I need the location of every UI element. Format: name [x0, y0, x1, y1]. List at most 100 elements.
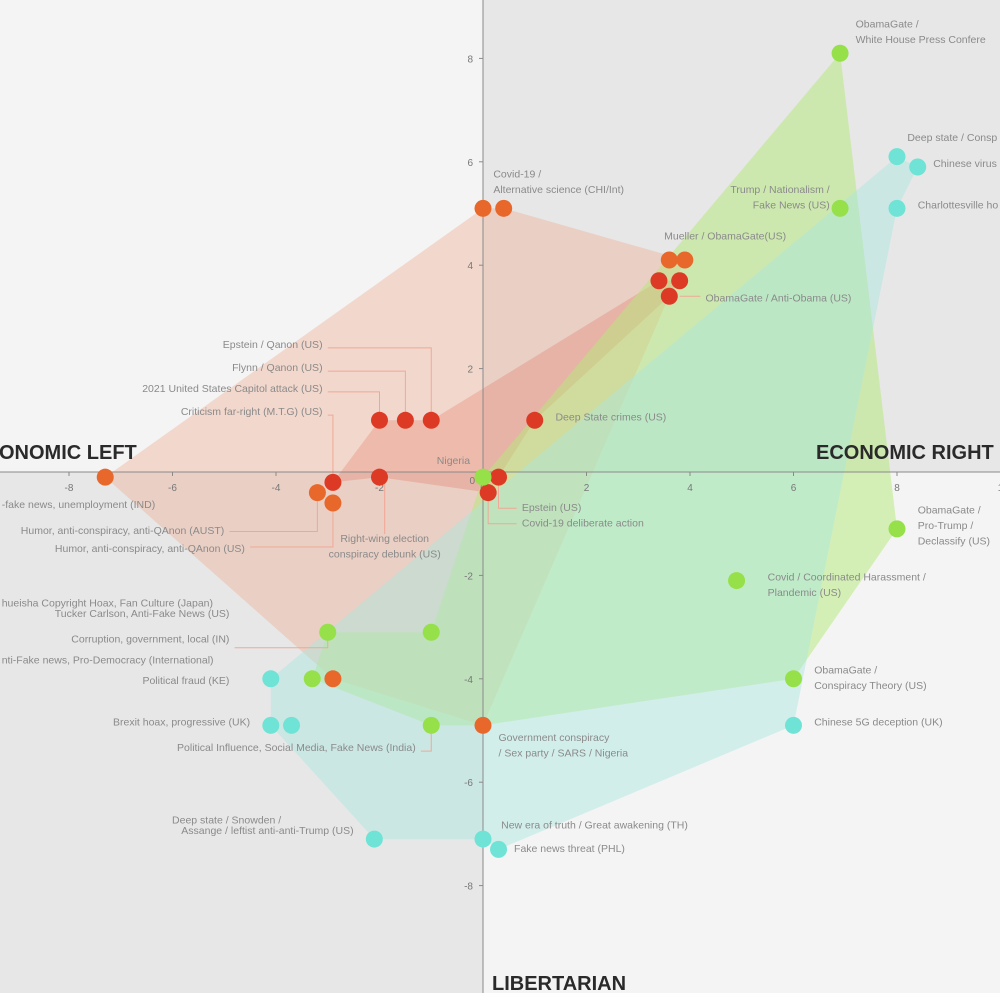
data-point-green [831, 44, 849, 62]
point-annotation: Flynn / Qanon (US) [232, 362, 322, 374]
point-annotation: Criticism far-right (M.T.G) (US) [181, 406, 323, 418]
point-annotation: Mueller / ObamaGate(US) [664, 230, 786, 242]
point-annotation: Political Influence, Social Media, Fake … [177, 742, 416, 754]
data-point-red [422, 411, 440, 429]
point-annotation: New era of truth / Great awakening (TH) [501, 820, 688, 832]
data-point-red [479, 484, 497, 502]
y-tick-label: -8 [464, 882, 473, 893]
point-annotation: Political fraud (KE) [142, 675, 229, 687]
x-tick-label: -6 [168, 483, 177, 494]
point-annotation: Trump / Nationalism / [730, 184, 829, 196]
data-point-green [728, 572, 746, 590]
point-annotation: Alternative science (CHI/Int) [493, 184, 624, 196]
point-annotation: Brexit hoax, progressive (UK) [113, 716, 250, 728]
data-point-cyan [888, 199, 906, 217]
data-point-red [490, 468, 508, 486]
point-annotation: Covid-19 deliberate action [522, 517, 644, 529]
x-tick-label: -8 [65, 483, 74, 494]
data-point-cyan [490, 840, 508, 858]
data-point-cyan [474, 830, 492, 848]
leader-lines [229, 295, 701, 752]
point-annotation: nti-Fake news, Pro-Democracy (Internatio… [2, 654, 214, 666]
data-point-orange [660, 251, 678, 269]
leader-line [250, 503, 334, 548]
y-tick-label: 6 [467, 158, 473, 169]
x-tick-label: -4 [272, 483, 281, 494]
data-point-red [324, 473, 342, 491]
x-tick-label: 2 [584, 483, 590, 494]
point-annotation: ObamaGate / [918, 504, 981, 516]
point-annotation: 2021 United States Capitol attack (US) [142, 383, 322, 395]
data-points [96, 44, 927, 858]
point-annotation: -fake news, unemployment (IND) [2, 499, 155, 511]
leader-line [327, 370, 406, 421]
point-annotation: Assange / leftist anti-anti-Trump (US) [181, 825, 353, 837]
point-annotation: Right-wing election [340, 533, 429, 545]
quadrant-top-left [0, 0, 483, 472]
point-annotation: Fake News (US) [753, 199, 830, 211]
point-annotation: Tucker Carlson, Anti-Fake News (US) [55, 608, 230, 620]
libertarian-label: LIBERTARIAN [492, 973, 626, 993]
data-point-cyan [262, 716, 280, 734]
data-point-cyan [365, 830, 383, 848]
y-tick-label: -6 [464, 778, 473, 789]
data-point-cyan [283, 716, 301, 734]
data-point-cyan [262, 670, 280, 688]
x-tick-label: 6 [791, 483, 797, 494]
data-point-red [650, 272, 668, 290]
point-annotation: Nigeria [437, 455, 470, 467]
point-annotation: Plandemic (US) [768, 587, 842, 599]
data-point-green [888, 520, 906, 538]
point-annotation: hueisha Copyright Hoax, Fan Culture (Jap… [2, 597, 213, 609]
data-point-cyan [888, 148, 906, 166]
data-point-green [831, 199, 849, 217]
leader-line [420, 725, 432, 752]
point-annotations: ObamaGate / White House Press Confere Deep… [2, 18, 999, 855]
x-tick-label: -2 [375, 483, 384, 494]
data-point-green [319, 623, 337, 641]
point-annotation: ObamaGate / [856, 18, 919, 30]
data-point-cyan [785, 716, 802, 734]
data-point-orange [474, 716, 492, 734]
x-tick-label: 8 [894, 483, 900, 494]
data-point-red [371, 411, 388, 429]
y-tick-label: -2 [464, 571, 473, 582]
data-point-green [303, 670, 321, 688]
data-point-green [422, 623, 440, 641]
data-point-orange [96, 468, 114, 486]
leader-line [229, 492, 318, 532]
point-annotation: ObamaGate / [814, 665, 877, 677]
y-tick-label: -4 [464, 675, 473, 686]
point-annotation: Covid-19 / [493, 168, 541, 180]
point-annotation: Chinese 5G deception (UK) [814, 716, 942, 728]
cluster-polygon-green [312, 53, 898, 726]
data-point-green [474, 468, 492, 486]
x-tick-label: 1 [998, 483, 1000, 494]
point-annotation: conspiracy debunk (US) [329, 548, 441, 560]
economic-left-label: ONOMIC LEFT [0, 442, 137, 464]
leader-line [327, 347, 432, 421]
x-tick-label: 0 [469, 476, 475, 487]
data-point-orange [308, 484, 326, 502]
point-annotation: / Sex party / SARS / Nigeria [499, 747, 629, 759]
point-annotation: Deep state / Consp [907, 132, 997, 144]
point-annotation: White House Press Confere [856, 34, 986, 46]
data-point-orange [324, 494, 342, 512]
data-point-green [422, 716, 440, 734]
y-tick-label: 4 [467, 261, 473, 272]
point-annotation: Epstein / Qanon (US) [223, 339, 323, 351]
point-annotation: Humor, anti-conspiracy, anti-QAnon (AUST… [21, 525, 224, 537]
data-point-red [660, 287, 678, 305]
data-point-red [396, 411, 414, 429]
point-annotation: Fake news threat (PHL) [514, 843, 625, 855]
data-point-red [671, 272, 689, 290]
data-point-orange [474, 199, 492, 217]
cluster-polygon-orange [105, 208, 685, 726]
leader-line [327, 391, 380, 421]
data-point-red [371, 468, 388, 486]
point-annotation: Corruption, government, local (IN) [71, 634, 229, 646]
point-annotation: Deep State crimes (US) [555, 411, 666, 423]
economic-right-label: ECONOMIC RIGHT [816, 442, 994, 464]
cluster-polygons [105, 53, 918, 850]
x-tick-label: 4 [687, 483, 693, 494]
